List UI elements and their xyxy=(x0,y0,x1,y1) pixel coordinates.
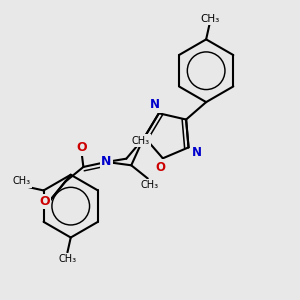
Text: CH₃: CH₃ xyxy=(12,176,31,186)
Text: N: N xyxy=(150,98,160,111)
Text: CH₃: CH₃ xyxy=(131,136,149,146)
Text: CH₃: CH₃ xyxy=(140,180,158,190)
Text: O: O xyxy=(156,161,166,174)
Text: N: N xyxy=(191,146,202,159)
Text: CH₃: CH₃ xyxy=(58,254,76,264)
Text: N: N xyxy=(101,155,112,169)
Text: O: O xyxy=(76,141,87,154)
Text: CH₃: CH₃ xyxy=(200,14,220,24)
Text: O: O xyxy=(39,195,50,208)
